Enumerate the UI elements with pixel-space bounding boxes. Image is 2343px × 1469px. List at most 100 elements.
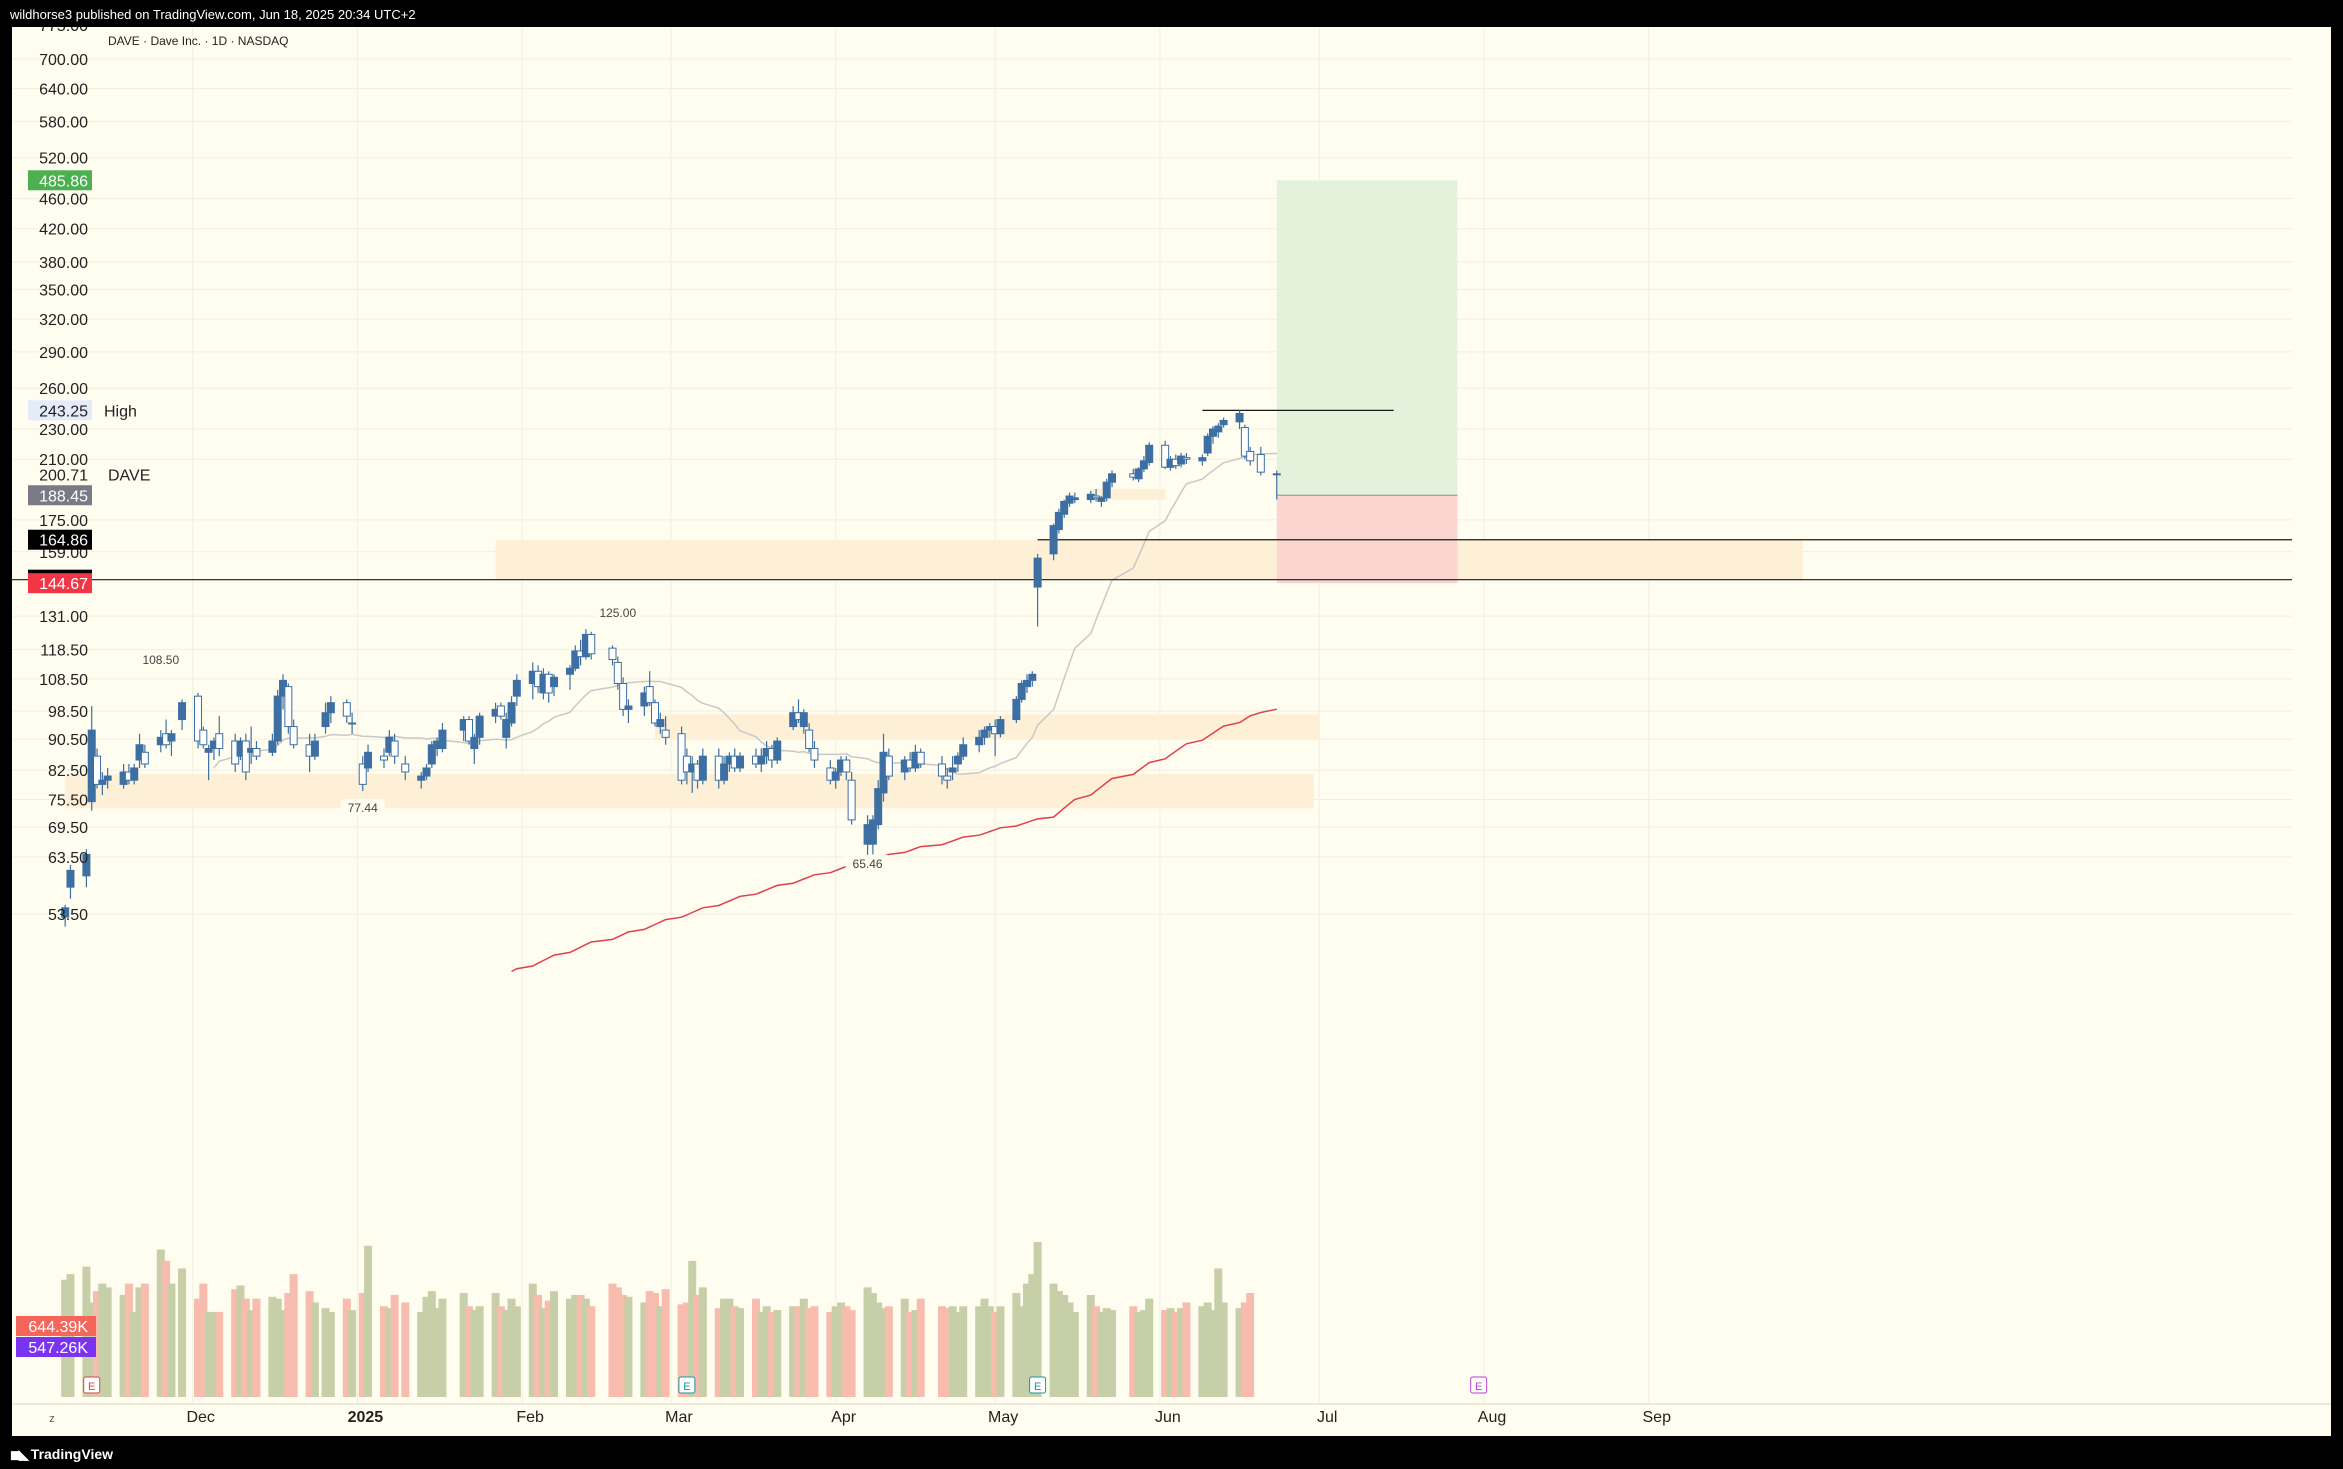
candle-body [1161,444,1170,468]
volume-bar [1070,1311,1079,1397]
volume-bar [1086,1294,1095,1397]
price-tick-label: 520.00 [39,151,88,168]
volume-bar [1246,1293,1255,1397]
footer: ◼◣ TradingView [0,1438,2343,1469]
volume-bar [103,1287,112,1397]
volume-bar [1214,1268,1223,1397]
horizontal-lines[interactable] [12,409,2292,581]
volume-bar [884,1306,893,1397]
candle-body [980,729,989,738]
time-tick-label: 2025 [348,1409,384,1426]
volume-bar [651,1293,660,1397]
candle-body [1256,454,1265,473]
candle-body [284,686,293,728]
price-tick-label: 75.50 [48,792,88,809]
volume-bar [1092,1306,1101,1397]
volume-bar [948,1306,957,1397]
candle-body [1182,457,1191,460]
volume-bar [996,1306,1005,1397]
volume-bar [619,1294,628,1397]
price-tick-label: 460.00 [39,191,88,208]
candle-body [757,755,766,765]
candle-body [1108,473,1117,483]
candle-body [1240,427,1249,457]
volume-bar [959,1306,968,1397]
symbol-title: DAVE · Dave Inc. · 1D · NASDAQ [108,34,289,48]
support-zone [65,774,1314,809]
price-label: 144.67 [39,576,88,593]
volume-bar [204,1311,213,1397]
volume-bar [215,1311,224,1397]
volume-bar [810,1306,819,1397]
price-tick-label: 350.00 [39,282,88,299]
volume-bar [698,1287,707,1397]
price-tick-label: 380.00 [39,255,88,272]
volume-bar [98,1283,107,1397]
volume-bar [273,1298,282,1397]
volume-bar [682,1302,691,1397]
candle-body [390,740,399,757]
volume-bar [587,1306,596,1397]
volume-bar [1129,1306,1138,1397]
volume-bar [937,1306,946,1397]
volume-bar [1033,1242,1042,1397]
price-tick-label: 420.00 [39,222,88,239]
volume-bar [613,1287,622,1397]
volume-bar [842,1306,851,1397]
candle-body [842,759,851,773]
price-axis[interactable]: 775.00 700.00 640.00 580.00 520.00 460.00 420.… [16,27,150,1357]
price-tick-label: 108.50 [39,672,88,689]
candle-body [194,695,202,742]
annotation-bg [595,603,640,621]
volume-bar [544,1300,553,1397]
annotation-label: 108.50 [142,653,179,667]
volume-bar [736,1308,745,1397]
candle-body [831,771,840,781]
support-zone [495,539,1803,580]
candle-body [1102,481,1111,499]
volume-bar [507,1298,516,1397]
volume-bar [502,1310,511,1397]
volume-bar [975,1306,984,1397]
volume-bar [1017,1306,1026,1397]
time-tick-label: Dec [186,1409,214,1426]
volume-bar [550,1291,559,1397]
volume-bar [194,1298,202,1397]
candle-body [975,736,984,746]
volume-bar [199,1283,208,1397]
candle-body [698,755,707,781]
volume-bar [1198,1306,1207,1397]
candle-body [805,729,814,749]
candle-body [204,747,213,753]
price-tick-label: 98.50 [48,704,88,721]
volume-bar [1102,1308,1111,1397]
annotation-bg [340,799,385,817]
volume-bar [1182,1302,1191,1397]
candle-body [1012,698,1021,721]
volume-bar [252,1298,261,1397]
long-position-tool[interactable] [1276,180,1458,584]
volume-bar [422,1296,431,1397]
candle-body [1033,557,1042,588]
volume-bar [826,1311,835,1397]
time-tick-label: Mar [665,1409,693,1426]
volume-bar [438,1298,447,1397]
volume-bar [1012,1293,1021,1397]
volume-bar [571,1294,580,1397]
candle-body [422,767,431,777]
candle-body [1246,450,1255,462]
volume-bar [688,1260,697,1397]
volume-bar [837,1302,845,1397]
tradingview-logo[interactable]: ◼◣ TradingView [10,1446,113,1463]
candle-body [948,767,957,773]
volume-bar [943,1308,952,1397]
earnings-marker-letter: E [88,1381,95,1393]
price-chart[interactable]: 108.50 125.00 77.44 65.46 775.00 700.00 640.0… [12,27,2331,1436]
candle-body [1272,473,1281,476]
candle-body [587,633,596,655]
candle-body [613,661,622,684]
volume-bar [178,1268,187,1397]
candle-body [1054,511,1063,531]
time-axis[interactable]: Dec 2025 Feb Mar Apr May Jun Jul Aug Sep z [12,1403,2331,1426]
